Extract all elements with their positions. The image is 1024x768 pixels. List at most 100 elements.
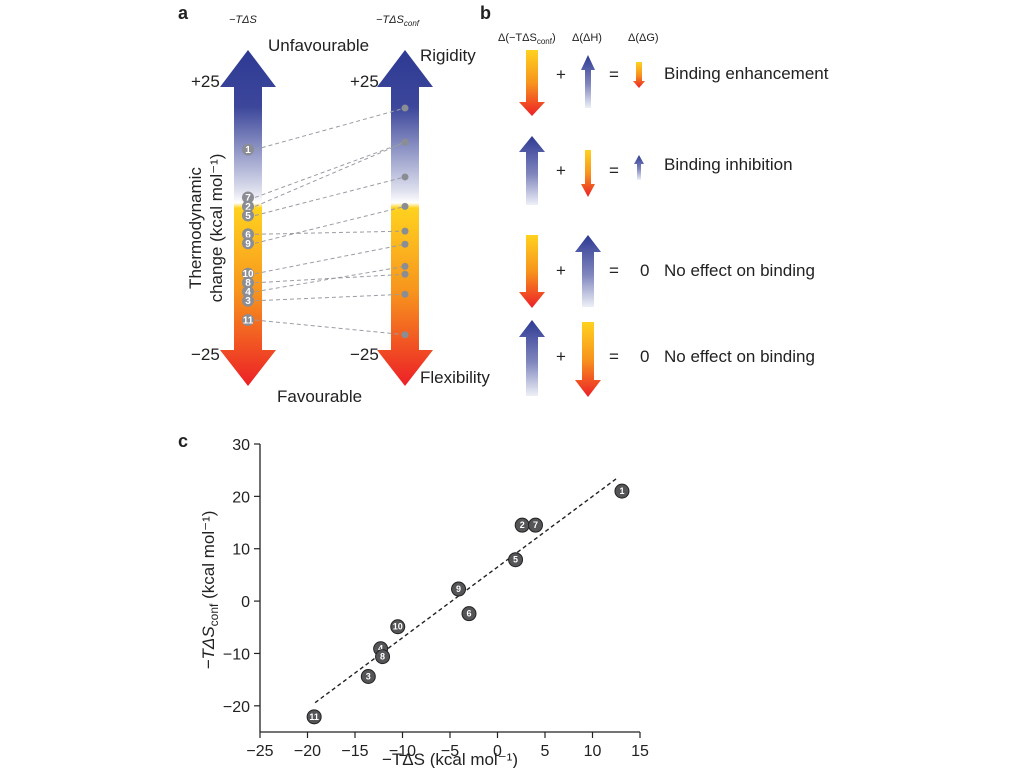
scatter-point-label: 9	[456, 584, 461, 594]
y-tick-label: −20	[223, 699, 250, 716]
scatter-point: 8	[375, 649, 391, 665]
marker-link	[254, 265, 406, 293]
tds-marker	[242, 314, 254, 327]
scatter-point-label: 8	[380, 652, 385, 662]
scatter-point-dot	[508, 552, 524, 568]
scatter-point-dot	[306, 709, 322, 725]
scatter-point-label: 2	[520, 520, 525, 530]
scatter-point-dot	[614, 483, 630, 499]
rigidity-label: Rigidity	[420, 46, 476, 65]
b-row4-plus: +	[556, 347, 566, 366]
panel-c: c −25 −20 −15 −10 −5 0 5 10 15 −20 −10 0 10 20 30 1 2 7 5…	[178, 431, 649, 768]
tds-marker-label: 9	[245, 239, 251, 250]
tds-marker	[242, 200, 254, 213]
b-row3-zero: 0	[640, 261, 649, 280]
b-row4-dh-arrow	[575, 322, 601, 397]
y-tick-label: 30	[232, 437, 250, 454]
tds-marker	[242, 285, 254, 298]
x-tick-label: −20	[294, 743, 321, 760]
b-row4-tds-arrow	[519, 320, 545, 396]
panel-a-ylabel-2: change (kcal mol⁻¹)	[207, 154, 226, 303]
b-row-2: + = Binding inhibition	[519, 136, 793, 205]
tds-marker	[242, 237, 254, 250]
scatter-point: 7	[528, 517, 543, 533]
tds-marker	[242, 267, 254, 280]
b-header-2: Δ(ΔH)	[572, 32, 602, 44]
plus25-left: +25	[191, 72, 220, 91]
col2-header-main: −TΔS	[376, 14, 405, 26]
tds-conf-marker	[401, 173, 409, 181]
tds-conf-marker	[401, 227, 409, 235]
scatter-point-label: 7	[533, 520, 538, 530]
b-row3-dh-arrow	[575, 235, 601, 307]
b-row-4: + = 0 No effect on binding	[519, 320, 815, 397]
scatter-points: 1 2 7 5 9 6 10 483 11	[306, 483, 630, 725]
y-tick-label: 20	[232, 489, 250, 506]
col2-header-sub: conf	[404, 19, 420, 28]
scatter-axes	[259, 444, 640, 733]
marker-link	[254, 141, 406, 198]
marker-link	[254, 273, 406, 284]
tds-marker-label: 11	[243, 316, 254, 327]
tds-conf-marker	[401, 104, 409, 112]
scatter-point: 3	[360, 668, 376, 684]
marker-links	[254, 107, 406, 336]
tds-marker	[242, 228, 254, 241]
tds-marker-label: 6	[245, 230, 251, 241]
tds-marker	[242, 294, 254, 307]
y-tick-label: 10	[232, 542, 250, 559]
panel-b: b Δ(−TΔSconf) Δ(ΔH) Δ(ΔG) + = Binding en…	[480, 3, 829, 397]
plus25-right: +25	[350, 72, 379, 91]
scatter-point-label: 6	[466, 609, 471, 619]
scatter-point-label: 10	[393, 622, 403, 632]
b-row2-dg-arrow	[634, 155, 644, 180]
b-row4-zero: 0	[640, 347, 649, 366]
panel-b-letter: b	[480, 3, 491, 23]
y-axis-title: −TΔSconf (kcal mol⁻¹)	[199, 511, 221, 670]
minus25-left: −25	[191, 345, 220, 364]
x-tick-label: −5	[441, 743, 459, 760]
tds-marker	[242, 276, 254, 289]
tds-conf-marker	[401, 202, 409, 210]
marker-link	[254, 107, 406, 151]
scatter-point-dot	[360, 668, 376, 684]
b-row2-dh-arrow	[581, 150, 595, 197]
panel-c-letter: c	[178, 431, 188, 451]
y-tick-label: −10	[223, 646, 250, 663]
x-tick-label: −25	[246, 743, 273, 760]
col1-header: −TΔS	[229, 14, 258, 26]
scatter-point-label: 11	[309, 712, 319, 722]
b-row2-tds-arrow	[519, 136, 545, 205]
b-header-3: Δ(ΔG)	[628, 32, 659, 44]
b-row4-result: No effect on binding	[664, 347, 815, 366]
marker-link	[254, 141, 406, 207]
scatter-point: 2	[514, 517, 530, 533]
tds-marker-label: 7	[245, 193, 251, 204]
scatter-point-dot	[390, 619, 406, 635]
y-axis-title-main: −TΔS	[199, 626, 218, 670]
trendline	[314, 477, 618, 704]
scatter-point: 11	[306, 709, 322, 725]
b-row1-tds-arrow	[519, 50, 545, 116]
favourable-label: Favourable	[277, 387, 362, 406]
tds-marker	[242, 143, 254, 156]
marker-link	[254, 205, 406, 244]
panel-a-letter: a	[178, 3, 189, 23]
b-row-3: + = 0 No effect on binding	[519, 235, 815, 308]
scatter-point-label: 5	[513, 555, 518, 565]
scatter-point: 5	[508, 552, 524, 568]
b-row3-tds-arrow	[519, 235, 545, 308]
tds-marker-label: 5	[245, 211, 251, 222]
x-tick-label: −10	[389, 743, 416, 760]
b-row2-plus: +	[556, 161, 566, 180]
b-row4-equals: =	[609, 347, 619, 366]
b-row2-result: Binding inhibition	[664, 155, 793, 174]
b-row1-equals: =	[609, 65, 619, 84]
b-header-1: Δ(−TΔSconf)	[498, 32, 556, 46]
trendline-line	[314, 477, 618, 704]
marker-link	[254, 243, 406, 275]
scatter-point-dot	[528, 517, 543, 533]
